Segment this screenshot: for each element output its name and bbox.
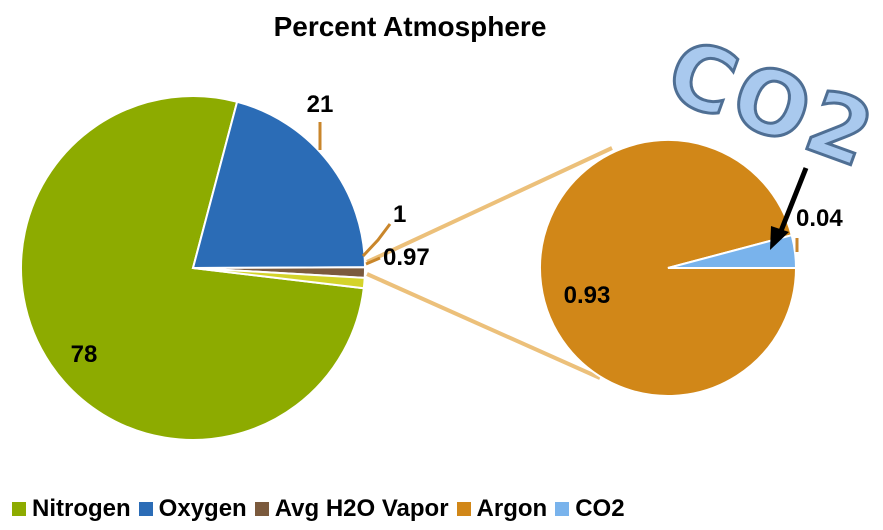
main-pie-slice-oxygen xyxy=(191,100,367,270)
legend-swatch-argon xyxy=(456,502,471,516)
data-label-oxygen: 21 xyxy=(307,91,334,118)
legend-swatch-co2 xyxy=(555,502,570,516)
legend-swatch-h2o xyxy=(254,502,269,516)
main-pie xyxy=(20,95,367,441)
data-label-co2: 0.04 xyxy=(796,205,843,232)
legend-item-co2: CO2 xyxy=(555,495,625,523)
legend-item-nitrogen: Nitrogen xyxy=(12,495,131,523)
annotation-arrow xyxy=(770,167,809,250)
legend-item-oxygen: Oxygen xyxy=(138,495,247,523)
legend: Nitrogen Oxygen Avg H2O Vapor Argon CO2 xyxy=(12,491,882,527)
connector-line-top xyxy=(366,146,613,264)
legend-label-co2: CO2 xyxy=(575,495,625,522)
legend-label-argon: Argon xyxy=(476,495,548,522)
main-pie-slice-argon-co2 xyxy=(192,267,366,290)
legend-item-argon: Argon xyxy=(456,495,548,523)
legend-swatch-nitrogen xyxy=(12,502,26,516)
secondary-pie-slice-co2 xyxy=(667,233,798,269)
data-label-nitrogen: 78 xyxy=(71,341,98,368)
legend-label-nitrogen: Nitrogen xyxy=(32,495,131,522)
leader-line-h2o xyxy=(361,223,392,258)
leader-line-argon-co2 xyxy=(365,256,381,266)
legend-swatch-oxygen xyxy=(138,502,153,516)
data-label-argon: 0.93 xyxy=(564,282,611,309)
legend-label-h2o: Avg H2O Vapor xyxy=(274,495,449,522)
secondary-pie xyxy=(539,139,798,397)
data-label-argon-co2: 0.97 xyxy=(383,244,430,271)
data-label-h2o: 1 xyxy=(393,201,406,228)
connector-line-bottom xyxy=(366,272,601,380)
chart-title: Percent Atmosphere xyxy=(274,11,547,42)
legend-label-oxygen: Oxygen xyxy=(158,495,247,522)
legend-item-h2o: Avg H2O Vapor xyxy=(254,495,449,523)
